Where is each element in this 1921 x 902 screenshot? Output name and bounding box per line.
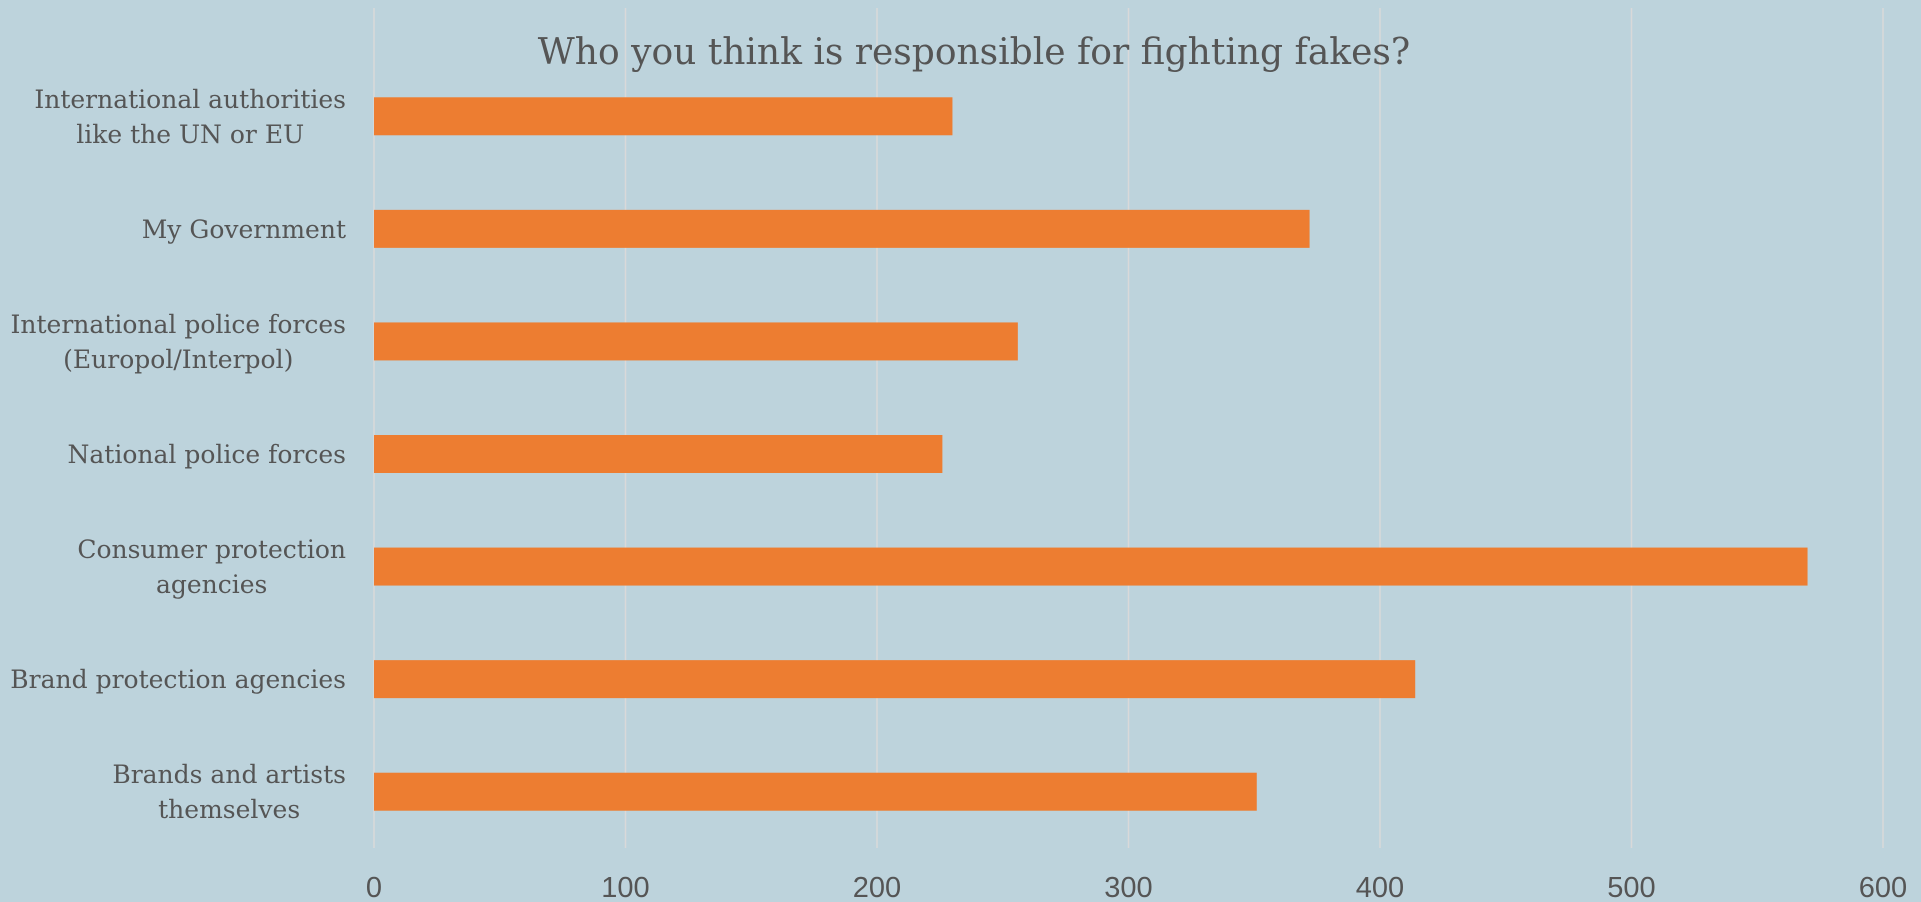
gridlines [373,8,1884,848]
category-label-line: National police forces [68,440,347,469]
bars [374,97,1808,811]
category-label-line: Consumer protection [77,535,346,564]
bar [374,97,953,136]
category-label-line: (Europol/Interpol) [63,345,293,374]
bar [374,772,1257,811]
x-tick-labels: 0 100 200 300 400 500 600 [366,872,1907,902]
category-label: Consumer protection agencies [77,535,346,599]
category-label-line: like the UN or EU [76,120,304,149]
x-tick-label: 500 [1607,872,1655,902]
category-label: Brands and artists themselves [112,760,346,824]
category-label: International police forces (Europol/Inte… [11,310,347,374]
category-labels: International authorities like the UN or … [10,85,346,824]
category-label-line: themselves [158,795,300,824]
category-label-line: International police forces [11,310,347,339]
chart-title: Who you think is responsible for fightin… [538,32,1410,73]
x-tick-label: 600 [1859,872,1907,902]
x-tick-label: 300 [1104,872,1152,902]
category-label-line: Brand protection agencies [10,665,346,694]
category-label: Brand protection agencies [10,665,346,694]
category-label: International authorities like the UN or … [34,85,346,149]
x-tick-label: 0 [366,872,382,902]
bar [374,660,1416,699]
bar [374,435,943,473]
category-label: My Government [142,215,346,244]
bar [374,547,1808,586]
x-tick-label: 200 [853,872,901,902]
category-label-line: International authorities [34,85,346,114]
bar [374,322,1018,361]
bar [374,209,1310,248]
category-label: National police forces [68,440,347,469]
category-label-line: My Government [142,215,346,244]
category-label-line: Brands and artists [112,760,346,789]
category-label-line: agencies [156,570,267,599]
x-tick-label: 400 [1356,872,1404,902]
x-tick-label: 100 [601,872,649,902]
